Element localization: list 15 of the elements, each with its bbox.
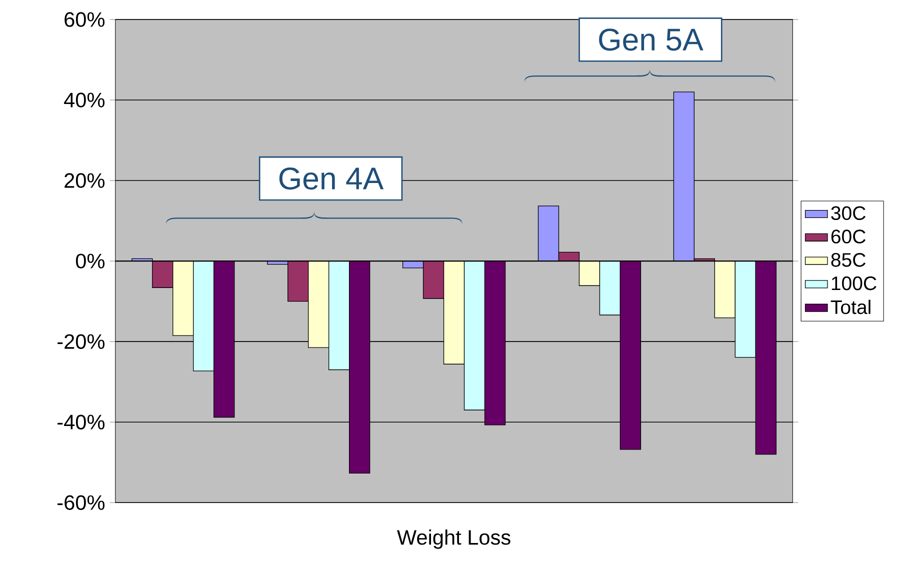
legend-label: 100C <box>832 276 876 290</box>
annotation: Gen 5A <box>599 28 704 51</box>
y-tick-label: 0% <box>76 254 104 268</box>
y-tick-label: -40% <box>58 414 104 430</box>
y-tick-label: -20% <box>58 334 104 349</box>
y-tick-label: 60% <box>64 12 104 27</box>
legend-label: Total <box>830 300 870 314</box>
y-tick-label: 40% <box>64 92 104 108</box>
x-axis-title: Weight Loss <box>397 529 510 549</box>
legend-label: 30C <box>831 206 866 220</box>
y-tick-label: -60% <box>58 495 104 510</box>
y-tick-label: 20% <box>64 173 104 188</box>
legend-label: 60C <box>831 230 866 244</box>
annotation: Gen 4A <box>279 167 384 190</box>
legend-label: 85C <box>831 252 866 267</box>
